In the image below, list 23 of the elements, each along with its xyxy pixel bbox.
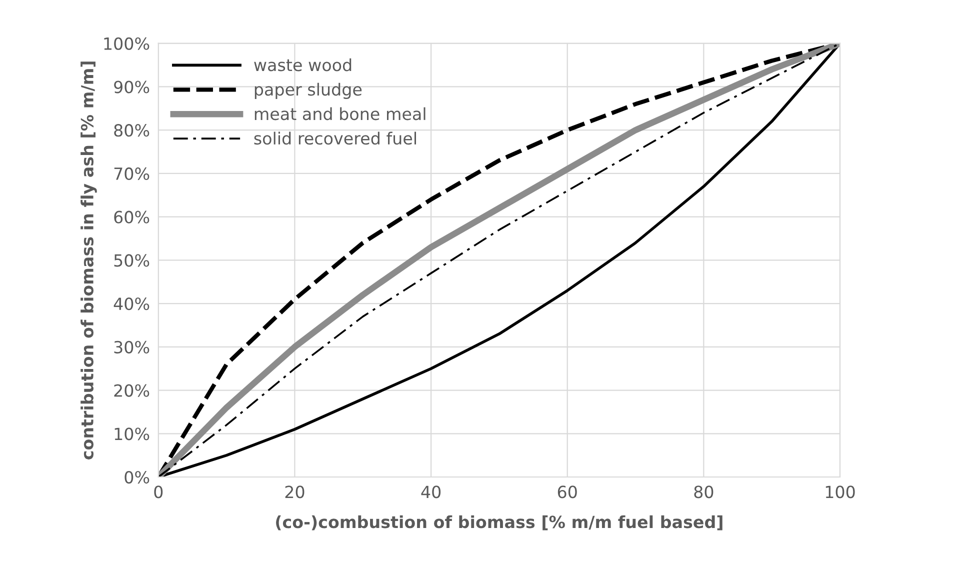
x-tick-label: 20	[285, 486, 304, 498]
y-tick-label: 100%	[104, 37, 150, 50]
x-tick-label: 100	[826, 486, 855, 498]
legend-label: solid recovered fuel	[254, 132, 416, 145]
y-tick-label: 60%	[114, 210, 150, 224]
y-tick-label: 20%	[114, 384, 150, 397]
y-axis-title: contribution of biomass in fly ash [% m/m]	[80, 62, 97, 460]
y-tick-label: 10%	[114, 428, 150, 440]
x-tick-label: 40	[421, 486, 441, 498]
y-tick-label: 80%	[114, 124, 150, 137]
y-tick-label: 30%	[114, 340, 150, 354]
x-tick-label: 0	[154, 486, 163, 498]
legend-label: waste wood	[254, 58, 352, 72]
x-tick-label: 80	[694, 486, 714, 498]
x-axis-title: (co-)combustion of biomass [% m/m fuel based]	[276, 515, 722, 530]
legend-label: paper sludge	[254, 82, 362, 99]
legend-label: meat and bone meal	[254, 107, 426, 120]
x-tick-label: 60	[558, 486, 577, 498]
y-tick-label: 70%	[114, 167, 150, 180]
y-tick-label: 0%	[124, 470, 150, 484]
y-tick-label: 90%	[114, 80, 150, 94]
y-tick-label: 40%	[114, 298, 150, 310]
y-tick-label: 50%	[114, 254, 150, 267]
